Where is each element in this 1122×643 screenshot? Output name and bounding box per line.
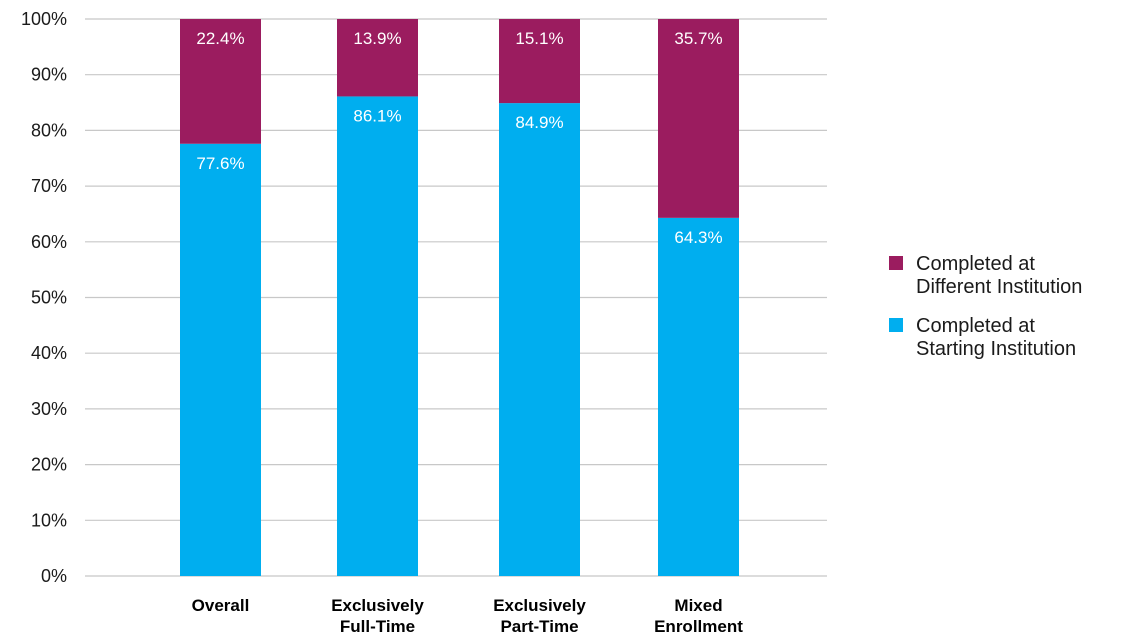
y-axis-tick-labels: 0% 10% 20% 30% 40% 50% 60% 70% 80% 90% 100%	[21, 9, 67, 586]
y-tick-label-70: 70%	[31, 176, 67, 196]
legend-label-starting-line-1: Starting Institution	[916, 338, 1076, 360]
bars	[180, 19, 739, 577]
legend-swatch-different	[889, 256, 903, 270]
x-category-label-3-line-1: Enrollment	[654, 617, 743, 636]
bar-segment-starting-0	[180, 143, 261, 576]
x-category-label-2-line-1: Part-Time	[500, 617, 578, 636]
x-category-label-2-line-0: Exclusively	[493, 596, 586, 615]
y-tick-label-30: 30%	[31, 399, 67, 419]
data-labels: 77.6% 22.4% 86.1% 13.9% 84.9% 15.1% 64.3% 35.7%	[196, 29, 722, 247]
y-tick-label-90: 90%	[31, 65, 67, 85]
legend-label-starting-line-0: Completed at	[916, 315, 1035, 337]
bar-segment-different-3	[658, 19, 739, 218]
bar-segment-different-2	[499, 19, 580, 104]
data-label-different-0: 22.4%	[196, 29, 244, 48]
bar-segment-starting-1	[337, 96, 418, 576]
legend-swatch-starting	[889, 318, 903, 332]
y-tick-label-50: 50%	[31, 288, 67, 308]
bar-segment-different-0	[180, 19, 261, 144]
legend-label-different-line-1: Different Institution	[916, 276, 1082, 298]
y-tick-label-0: 0%	[41, 566, 67, 586]
y-tick-label-60: 60%	[31, 232, 67, 252]
data-label-starting-3: 64.3%	[674, 228, 722, 247]
data-label-different-2: 15.1%	[515, 29, 563, 48]
data-label-starting-2: 84.9%	[515, 113, 563, 132]
y-tick-label-20: 20%	[31, 455, 67, 475]
x-axis-category-labels: Overall Exclusively Full-Time Exclusively Pa…	[192, 596, 744, 636]
data-label-starting-1: 86.1%	[353, 106, 401, 125]
bar-segment-starting-2	[499, 103, 580, 577]
y-tick-label-100: 100%	[21, 9, 67, 29]
y-tick-label-40: 40%	[31, 343, 67, 363]
x-category-label-1-line-0: Exclusively	[331, 596, 424, 615]
data-label-starting-0: 77.6%	[196, 154, 244, 173]
x-category-label-0-line-0: Overall	[192, 596, 250, 615]
legend-label-different-line-0: Completed at	[916, 253, 1035, 275]
x-category-label-3-line-0: Mixed	[674, 596, 722, 615]
bar-segment-different-1	[337, 19, 418, 97]
y-tick-label-10: 10%	[31, 510, 67, 530]
data-label-different-3: 35.7%	[674, 29, 722, 48]
y-tick-label-80: 80%	[31, 120, 67, 140]
data-label-different-1: 13.9%	[353, 29, 401, 48]
bar-segment-starting-3	[658, 217, 739, 576]
x-category-label-1-line-1: Full-Time	[340, 617, 415, 636]
